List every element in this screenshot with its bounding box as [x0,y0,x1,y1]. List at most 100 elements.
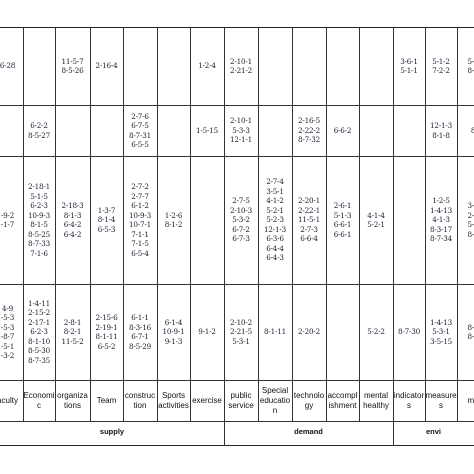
table-cell: 11-5-7 8-5-26 [55,27,90,105]
column-header: Economi c [23,390,55,410]
table-cell: 6-1-1 8-3-16 6-7-1 8-5-29 [123,284,157,380]
code-entry: 2-21-2 [230,66,252,75]
column-divider [292,27,293,421]
code-entry: 2-15-2 [28,308,50,318]
code-entry: 8-1 [467,322,474,332]
column-header: Team [96,395,117,405]
code-entry: -5-3 [0,313,15,322]
table-cell: 12-1-3 8-1-8 [425,105,457,156]
table-cell: 8-1-11 [258,284,292,380]
code-entry: 5-1-1 [400,66,418,75]
code-entry: 8-5-27 [28,130,50,140]
code-entry: -1-7 [0,220,15,229]
table-cell: 2-10-1 2-21-2 [224,27,258,105]
code-entry: 6-1-2 [131,201,149,210]
table-cell [359,27,393,105]
code-entry: 2-16-5 [298,116,320,126]
table-cell: 2-15-6 2-19-1 8-1-11 6-5-2 [90,284,123,380]
table-cell: 2-6-1 5-1-3 6-6-1 6-6-1 [326,156,359,284]
code-entry: 8-8 [467,229,474,239]
row-divider [0,284,474,285]
code-entry: 2-7-7 [131,191,149,201]
code-entry: 4-1-4 [367,210,385,220]
table-cell: 1-4-11 2-15-2 2-17-1 6-2-3 8-1-10 8-5-30 8-7-3… [23,284,55,380]
column-divider [224,27,225,421]
code-entry: 7-1-5 [131,239,149,248]
code-entry: 8-5-25 [28,229,50,239]
code-entry: 5-1 [467,56,474,66]
code-entry: 8 [470,125,474,135]
code-entry: -3-2 [0,351,15,360]
code-entry: 3-5-15 [430,336,452,346]
code-entry: 2-18-1 [28,182,50,191]
table-cell: 2-20-2 [292,284,326,380]
code-entry: 8-2-1 [63,327,82,337]
code-entry: 8-7-30 [398,327,420,337]
table-cell: 8-7-30 [393,284,425,380]
code-entry: 2-18-3 [61,201,84,210]
table-cell [258,105,292,156]
code-entry: 2-7-5 [232,196,250,206]
code-entry: 12-1-3 [430,121,452,130]
table-cell: 2-10-2 2-21-5 5-3-1 [224,284,258,380]
code-entry: 5-3-3 [232,125,250,135]
code-entry: 8-3-17 [430,224,452,234]
code-entry: 8-7-32 [298,135,320,145]
column-divider [123,27,124,421]
code-entry: 2-20-2 [298,327,320,337]
code-entry: 1-5-15 [196,125,218,135]
code-entry: 6-5-4 [131,248,149,258]
code-entry: 5-2-1 [367,220,385,229]
table-cell: 6-2-2 8-5-27 [23,105,55,156]
table-cell: 2-16-5 2-22-2 8-7-32 [292,105,326,156]
code-entry: 2-7-3 [300,224,318,234]
column-header: exercise [192,395,222,405]
code-entry: 4-9 [2,303,13,313]
table-cell [258,27,292,105]
code-entry: 8-7-31 [129,130,151,140]
code-entry: 11-5-7 [61,56,84,66]
code-entry: 5-8 [467,220,474,229]
code-entry: 11-5-1 [298,215,320,225]
column-header: accompl ishment [327,390,358,410]
code-entry: 5-3-1 [232,336,250,346]
column-divider [90,27,91,421]
table-cell: 1-3-7 8-1-4 6-5-3 [90,156,123,284]
code-entry: 6-5-3 [97,224,116,234]
table-cell [123,27,157,105]
code-entry: 2-10-1 [230,116,252,126]
column-header: public service [228,390,254,410]
code-entry: 10-9-3 [28,210,50,220]
column-header: Sports activities [158,390,189,410]
code-entry: 8-1-4 [97,215,116,225]
table-cell: 1-2-6 8-1-2 [157,156,190,284]
table-cell [23,27,55,105]
code-entry: 12-1-3 [264,224,286,234]
code-entry: 8-1-11 [95,332,118,341]
code-entry: 9-1-3 [164,336,183,346]
table-cell [157,105,190,156]
table-cell: 2-7-5 2-10-3 5-3-2 6-7-2 6-7-3 [224,156,258,284]
code-entry: 5-3-2 [232,215,250,225]
code-entry: 4-1-3 [432,215,450,225]
table-cell: 5-18-2 [457,27,474,105]
column-header: technolo gy [293,390,325,410]
row-divider [0,156,474,157]
table-cell: 3-22-25-88-8 [457,156,474,284]
code-entry: 6-6-2 [333,125,352,135]
code-entry: -5-1 [0,341,15,351]
code-entry: 2-7-2 [131,182,149,191]
table-cell [90,105,123,156]
code-entry: 6-5-5 [131,140,149,149]
code-entry: 8-2 [467,66,474,75]
code-entry: 1-2-5 [432,196,450,206]
table-cell: 9-1-2 [190,284,224,380]
code-entry: 6-5-2 [97,341,116,351]
table-cell [190,156,224,284]
code-entry: 2-20-1 [298,196,320,206]
table-cell [55,105,90,156]
table-cell: 2-20-1 2-22-1 11-5-1 2-7-3 6-6-4 [292,156,326,284]
code-entry: 7-2-2 [432,66,450,75]
code-entry: 6-4-2 [63,229,82,239]
code-entry: 1-4-11 [28,298,50,308]
